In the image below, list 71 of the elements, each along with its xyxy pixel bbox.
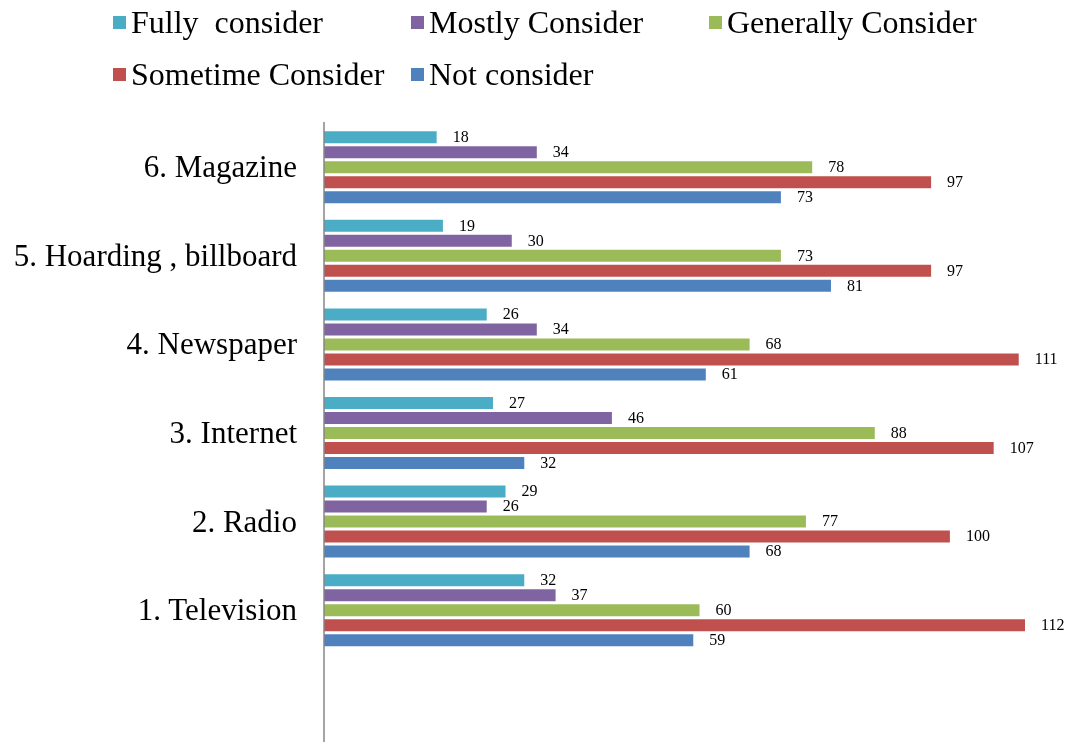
legend-label: Fully consider xyxy=(131,4,323,40)
bar xyxy=(324,457,525,470)
bar xyxy=(324,634,694,647)
data-label: 29 xyxy=(521,482,538,500)
legend-label: Mostly Consider xyxy=(429,4,644,40)
data-label: 18 xyxy=(452,127,469,145)
legend-label: Not consider xyxy=(429,56,594,92)
bar xyxy=(324,323,537,336)
bar xyxy=(324,530,950,543)
bar xyxy=(324,249,781,262)
data-label: 97 xyxy=(947,172,964,190)
bar xyxy=(324,234,512,247)
y-tick-label: 2. Radio xyxy=(191,503,297,539)
y-tick-label: 6. Magazine xyxy=(143,149,297,185)
data-label: 26 xyxy=(502,305,519,323)
bar xyxy=(324,161,813,174)
bar xyxy=(324,619,1025,632)
data-label: 59 xyxy=(709,630,726,648)
legend-label: Generally Consider xyxy=(727,4,977,40)
y-tick-label: 4. Newspaper xyxy=(126,326,298,362)
data-label: 68 xyxy=(765,542,782,560)
data-label: 37 xyxy=(571,585,588,603)
y-tick-label: 1. Television xyxy=(137,592,298,628)
data-label: 100 xyxy=(965,527,990,545)
bar xyxy=(324,279,831,292)
data-label: 27 xyxy=(508,393,525,411)
data-label: 46 xyxy=(627,408,644,426)
bar xyxy=(324,485,506,498)
data-label: 26 xyxy=(502,497,519,515)
bar xyxy=(324,412,612,425)
data-label: 112 xyxy=(1041,615,1065,633)
data-label: 30 xyxy=(527,231,544,249)
data-label: 19 xyxy=(458,216,475,234)
data-label: 111 xyxy=(1034,350,1058,368)
y-tick-label: 3. Internet xyxy=(169,415,298,451)
bar xyxy=(324,219,443,232)
legend-label: Sometime Consider xyxy=(131,56,385,92)
data-label: 32 xyxy=(540,570,557,588)
bar xyxy=(324,442,994,455)
bar xyxy=(324,146,537,159)
bar xyxy=(324,176,932,189)
data-label: 34 xyxy=(552,320,569,338)
data-label: 34 xyxy=(552,142,569,160)
bar xyxy=(324,308,487,321)
bar xyxy=(324,264,932,277)
bar xyxy=(324,500,487,513)
data-label: 61 xyxy=(721,365,738,383)
bar xyxy=(324,353,1019,366)
bar xyxy=(324,397,493,410)
data-label: 60 xyxy=(715,600,732,618)
data-label: 77 xyxy=(821,512,838,530)
bar xyxy=(324,427,875,440)
data-label: 78 xyxy=(828,157,845,175)
bar xyxy=(324,574,525,587)
bar xyxy=(324,131,437,144)
data-label: 88 xyxy=(890,423,907,441)
data-label: 97 xyxy=(947,261,964,279)
bar xyxy=(324,545,750,558)
data-label: 73 xyxy=(796,187,813,205)
bar xyxy=(324,589,556,602)
data-label: 107 xyxy=(1009,438,1034,456)
bar xyxy=(324,604,700,617)
bar xyxy=(324,515,806,528)
bar xyxy=(324,191,781,204)
bar xyxy=(324,338,750,351)
data-label: 81 xyxy=(846,276,863,294)
data-label: 68 xyxy=(765,335,782,353)
data-label: 32 xyxy=(540,453,557,471)
y-tick-label: 5. Hoarding , billboard xyxy=(13,237,298,273)
data-label: 73 xyxy=(796,246,813,264)
bar xyxy=(324,368,706,381)
